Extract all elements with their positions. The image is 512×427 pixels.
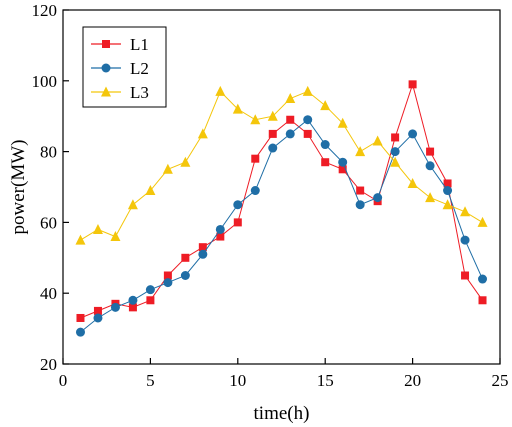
point-l1-11	[251, 154, 260, 163]
point-l2-17	[355, 200, 365, 210]
point-l2-7	[180, 271, 190, 280]
point-l2-2	[93, 313, 103, 323]
point-l3-6	[162, 163, 173, 174]
point-l2-22	[443, 186, 453, 196]
point-l2-19	[390, 147, 400, 157]
point-l3-3	[110, 231, 121, 242]
point-l1-15	[321, 158, 330, 167]
x-tick-label-10: 10	[229, 371, 246, 390]
x-tick-label-25: 25	[492, 371, 509, 390]
y-tick-label-60: 60	[40, 213, 57, 232]
point-l3-10	[232, 103, 243, 114]
y-tick-label-120: 120	[32, 1, 58, 20]
point-l2-9	[215, 224, 225, 234]
point-l2-8	[198, 249, 208, 259]
x-tick-label-15: 15	[317, 371, 334, 390]
point-l2-23	[460, 235, 470, 245]
legend-marker-l1	[102, 40, 110, 48]
legend-box	[82, 26, 167, 108]
series-l2	[75, 115, 488, 337]
y-tick-label-80: 80	[40, 143, 57, 162]
point-l1-24	[478, 296, 487, 305]
y-tick-label-40: 40	[40, 284, 57, 303]
point-l3-2	[92, 223, 103, 234]
point-l3-4	[127, 199, 138, 210]
series-l1	[76, 80, 487, 322]
point-l1-12	[268, 129, 277, 138]
point-l2-14	[303, 115, 313, 125]
point-l1-20	[408, 80, 417, 89]
y-axis-label: power(MW)	[8, 140, 29, 235]
point-l1-16	[338, 165, 347, 174]
point-l3-19	[390, 156, 401, 167]
point-l2-11	[250, 186, 260, 196]
point-l1-17	[356, 186, 365, 195]
point-l2-12	[268, 143, 278, 153]
y-tick-label-100: 100	[32, 72, 58, 91]
point-l1-14	[303, 129, 312, 138]
point-l2-4	[128, 295, 138, 305]
point-l3-15	[320, 100, 331, 111]
point-l3-7	[180, 156, 191, 167]
legend-marker-l2	[101, 63, 111, 73]
point-l3-9	[215, 85, 226, 96]
point-l1-21	[426, 147, 435, 156]
x-tick-label-20: 20	[404, 371, 421, 390]
point-l2-13	[285, 129, 295, 139]
point-l2-10	[233, 200, 243, 210]
point-l2-15	[320, 140, 330, 150]
point-l3-13	[285, 93, 296, 103]
point-l3-11	[250, 114, 261, 125]
point-l2-1	[75, 327, 85, 337]
point-l1-9	[216, 232, 225, 241]
point-l3-20	[407, 177, 418, 188]
point-l3-18	[372, 135, 383, 146]
point-l1-1	[76, 313, 85, 322]
legend-label-l2: L2	[130, 59, 149, 78]
point-l1-2	[93, 306, 102, 315]
legend: L1 L2 L3	[82, 26, 167, 108]
point-l1-23	[461, 271, 470, 280]
point-l3-16	[337, 117, 348, 128]
point-l2-6	[163, 278, 173, 288]
point-l1-13	[286, 115, 295, 124]
legend-label-l1: L1	[130, 35, 149, 54]
point-l1-4	[128, 303, 137, 312]
point-l1-8	[198, 243, 207, 252]
legend-marker-l3	[101, 86, 111, 97]
series-layer	[75, 80, 488, 337]
point-l3-17	[355, 146, 366, 157]
point-l3-14	[302, 85, 313, 96]
point-l1-22	[443, 179, 452, 188]
point-l2-24	[478, 274, 488, 284]
point-l3-1	[75, 234, 86, 245]
point-l2-5	[145, 285, 155, 295]
point-l3-5	[145, 185, 156, 196]
point-l1-10	[233, 218, 242, 227]
point-l3-8	[197, 128, 208, 139]
legend-label-l3: L3	[130, 83, 149, 102]
point-l3-24	[477, 216, 488, 227]
point-l2-21	[425, 161, 435, 171]
point-l3-23	[460, 206, 471, 217]
point-l3-22	[442, 199, 453, 210]
point-l3-21	[425, 192, 436, 203]
point-l2-3	[110, 302, 120, 312]
x-tick-label-5: 5	[146, 371, 155, 390]
point-l2-18	[373, 193, 383, 203]
point-l2-16	[338, 157, 348, 167]
x-axis-label: time(h)	[254, 403, 310, 424]
point-l1-6	[163, 271, 172, 280]
y-tick-label-20: 20	[40, 355, 57, 374]
point-l3-12	[267, 110, 278, 121]
point-l1-5	[146, 296, 155, 305]
series-l3	[75, 85, 488, 245]
point-l1-7	[181, 253, 190, 262]
axis-ticks: 0 5 10 15 20 25 20 40 60 80 100 120	[32, 1, 509, 390]
point-l1-19	[391, 133, 400, 142]
x-tick-label-0: 0	[59, 371, 68, 390]
point-l2-20	[408, 129, 418, 139]
